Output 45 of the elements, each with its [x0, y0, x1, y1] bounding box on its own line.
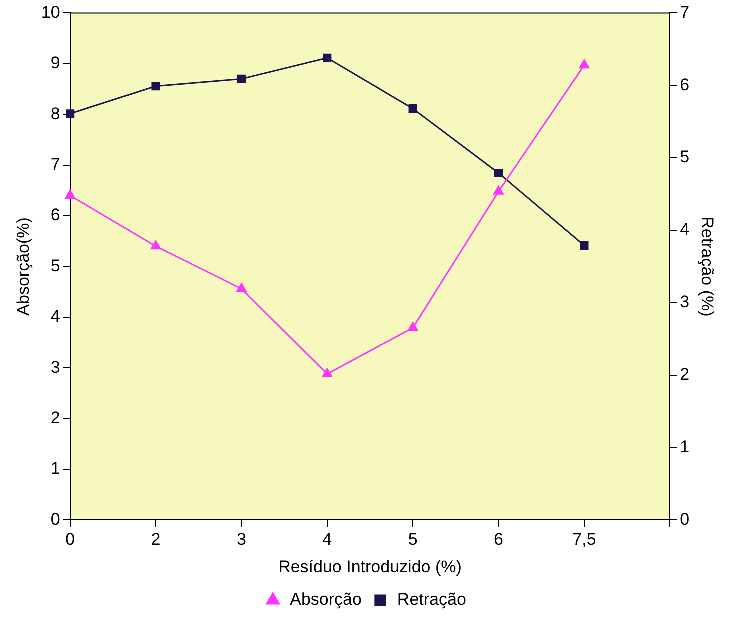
x-tick-label: 2 [151, 530, 161, 550]
point [580, 241, 589, 250]
point [65, 190, 76, 199]
point [408, 322, 418, 332]
x-tick-label: 3 [236, 530, 246, 550]
x-tick-label: 7,5 [572, 530, 596, 550]
y-axis-title: Absorção(%) [14, 218, 33, 316]
y-tick-label: 10 [41, 2, 60, 22]
y2-axis-title: Retração (%) [698, 216, 718, 317]
y2-tick-label: 3 [680, 292, 690, 312]
point [408, 104, 418, 114]
point [66, 110, 75, 118]
point [150, 240, 162, 250]
x-axis-title: Resíduo Introduzido (%) [278, 557, 462, 576]
legend-label: Absorção [290, 590, 362, 610]
y-tick-label: 9 [50, 54, 60, 73]
point [579, 60, 590, 69]
y-tick-label: 7 [50, 154, 60, 174]
y-tick-label: 1 [50, 459, 60, 478]
y-tick-label: 2 [50, 408, 60, 428]
y2-tick-label: 6 [680, 75, 690, 94]
y-tick-label: 6 [50, 206, 60, 225]
x-tick-label: 6 [494, 530, 504, 550]
x-tick-label: 4 [322, 530, 332, 550]
y2-tick-label: 1 [680, 437, 690, 456]
legend-label: Retração [397, 590, 466, 610]
y2-tick-label: 7 [680, 2, 690, 22]
y-tick-label: 4 [50, 307, 60, 326]
point [152, 82, 160, 91]
point [236, 283, 247, 292]
y-tick-label: 0 [50, 510, 60, 529]
point [237, 74, 246, 84]
point [494, 168, 504, 178]
point [494, 186, 504, 195]
y2-tick-label: 5 [680, 148, 690, 167]
y-tick-label: 8 [50, 104, 60, 124]
y2-tick-label: 2 [680, 365, 690, 384]
x-tick-label: 0 [66, 530, 76, 550]
x-tick-label: 5 [408, 530, 418, 550]
y2-tick-label: 0 [680, 510, 690, 529]
point [322, 368, 332, 378]
point [323, 54, 332, 62]
y-tick-label: 5 [50, 256, 60, 276]
y2-tick-label: 4 [680, 220, 690, 240]
y-tick-label: 3 [50, 358, 60, 377]
